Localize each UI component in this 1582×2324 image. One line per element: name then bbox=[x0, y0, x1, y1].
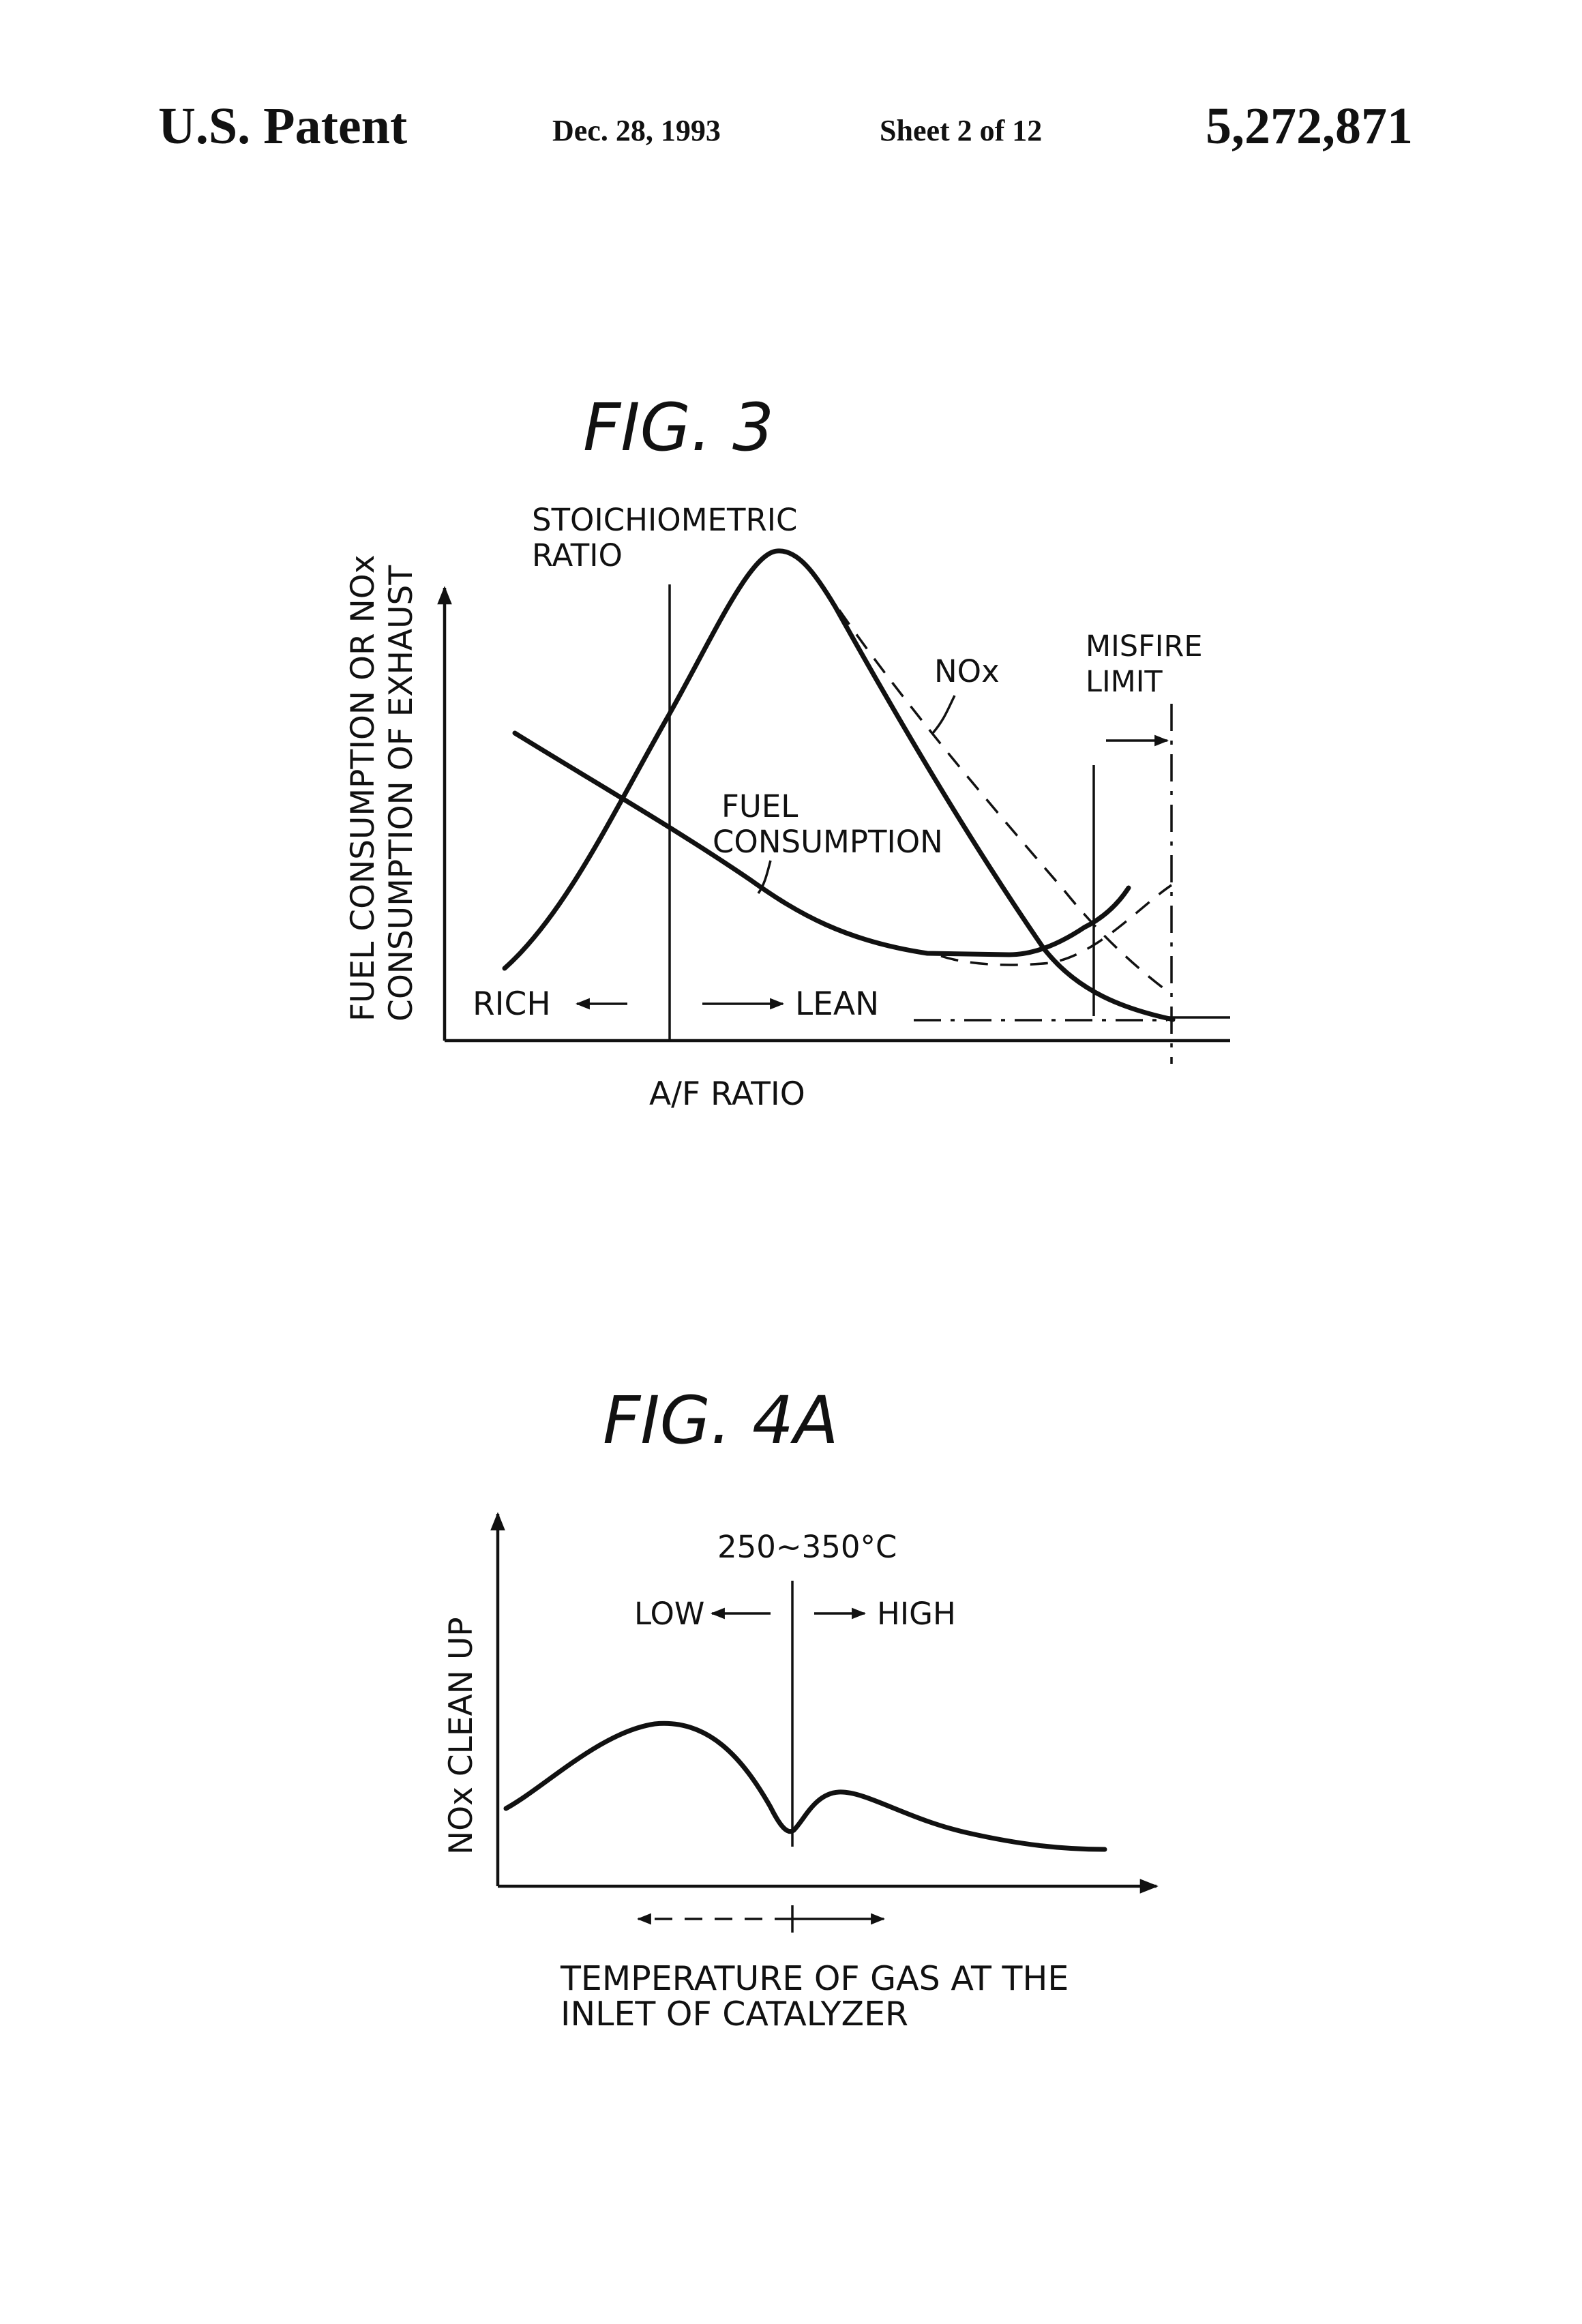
fig4a-xlabel-line1: TEMPERATURE OF GAS AT THE bbox=[560, 1959, 1069, 1998]
fig3-ylabel-line2: CONSUMPTION OF EXHAUST bbox=[383, 565, 420, 1022]
figure-4a: FIG. 4A NOx CLEAN UP 250~350°C LOW HIGH … bbox=[443, 1382, 1156, 2034]
fig3-rich-label: RICH bbox=[473, 985, 551, 1023]
fig3-nox-label: NOx bbox=[934, 653, 1000, 689]
fig4a-xlabel-line2: INLET OF CATALYZER bbox=[561, 1995, 908, 2034]
figure-3: FIG. 3 FUEL CONSUMPTION OR NOx CONSUMPTI… bbox=[344, 389, 1230, 1113]
fig3-stoich-label-line2: RATIO bbox=[532, 537, 623, 573]
fig4a-temp-label: 250~350°C bbox=[717, 1529, 897, 1565]
fig4a-ylabel: NOx CLEAN UP bbox=[443, 1617, 480, 1855]
fig4a-low-label: LOW bbox=[634, 1596, 704, 1632]
fig3-fuel-label-line2: CONSUMPTION bbox=[713, 824, 943, 860]
fig3-stoich-label-line1: STOICHIOMETRIC bbox=[532, 502, 797, 538]
fig4a-title: FIG. 4A bbox=[603, 1382, 839, 1459]
fig4a-nox-cleanup-curve bbox=[506, 1723, 1105, 1849]
fig3-fuel-label-line1: FUEL bbox=[721, 788, 798, 824]
fig3-misfire-label-line2: LIMIT bbox=[1086, 665, 1163, 699]
fig3-xlabel: A/F RATIO bbox=[649, 1075, 805, 1113]
fig3-nox-leader bbox=[933, 696, 955, 733]
fig3-ylabel-line1: FUEL CONSUMPTION OR NOx bbox=[344, 554, 382, 1022]
fig3-lean-label: LEAN bbox=[795, 985, 879, 1023]
fig4a-high-label: HIGH bbox=[877, 1596, 956, 1632]
fig3-title: FIG. 3 bbox=[583, 389, 774, 466]
fig3-misfire-label-line1: MISFIRE bbox=[1086, 629, 1203, 664]
